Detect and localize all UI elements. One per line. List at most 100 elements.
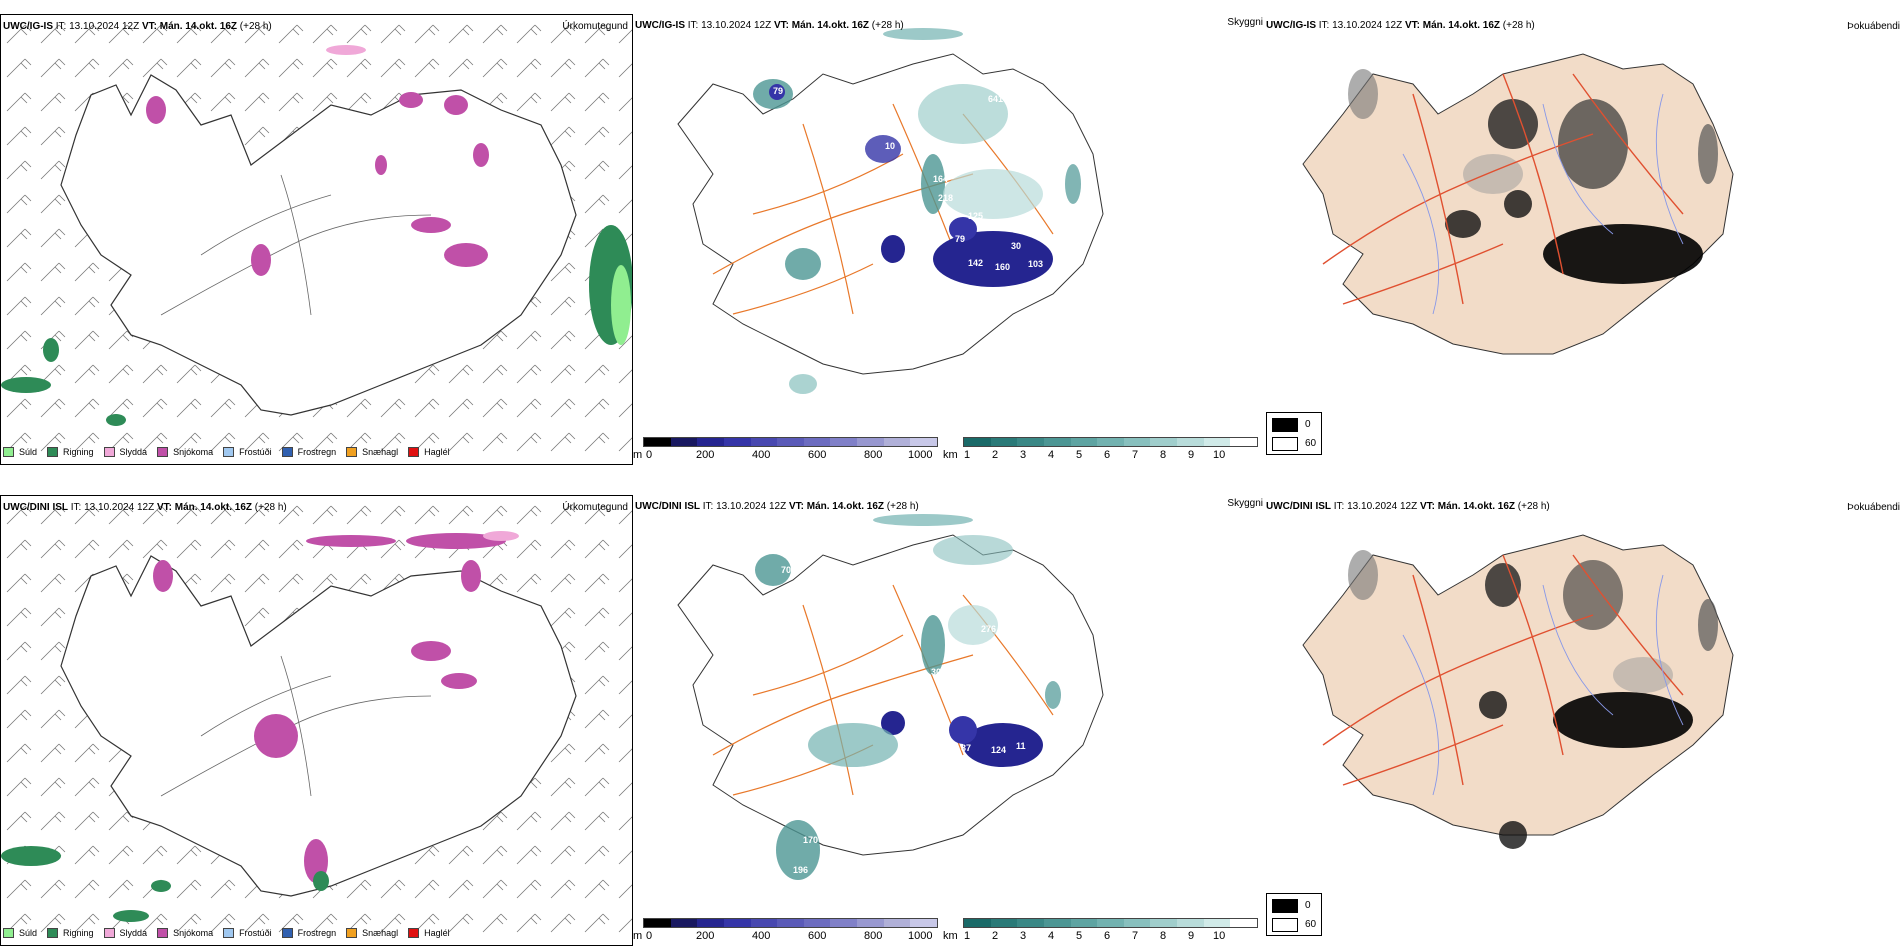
precip-areas [1, 531, 519, 922]
cloud-base-label: 147 [985, 288, 1000, 298]
precip-legend: Súld Rigning Slydda Snjókoma Frostúði Fr… [3, 925, 460, 941]
iceland-outline [677, 53, 1104, 375]
panel-header: UWC/DINI ISL IT: 13.10.2024 12Z VT: Mán.… [635, 501, 919, 512]
precip-type-map [1, 496, 632, 945]
precip-areas [1, 45, 632, 426]
legend-swatch [157, 928, 169, 938]
fog-key-row2: 0 60 [1266, 893, 1322, 936]
legend-item: Snæhagl [346, 928, 398, 938]
fog-key-swatch [1272, 418, 1298, 432]
panel-header: UWC/IG-IS IT: 13.10.2024 12Z VT: Mán. 14… [1266, 20, 1535, 31]
panel-title: Þokuábendi [1847, 21, 1900, 32]
vt-value: Mán. 14.okt. 16Z [159, 21, 237, 32]
legend-swatch [223, 447, 235, 457]
legend-item: Frostúði [223, 447, 272, 457]
legend-swatch [47, 928, 59, 938]
cloud-base-label: 164 [933, 174, 948, 184]
fog-key-swatch [1272, 899, 1298, 913]
iceland-outline [60, 74, 577, 416]
rivers [1402, 574, 1684, 796]
colorbar-strip [963, 437, 1258, 447]
cloud-base-label: 10 [908, 238, 918, 248]
panel-title: Úrkomutegund [562, 21, 628, 32]
cloud-base-label: 641 [988, 94, 1003, 104]
legend-swatch [103, 928, 115, 938]
cloud-base-colorbar: m 0 200 400 600 800 1000 [633, 437, 943, 463]
legend-item: Slydda [103, 447, 147, 457]
colorbar-unit: km [943, 449, 958, 461]
legend-swatch [346, 447, 358, 457]
cloud-base-label: 276 [981, 624, 996, 634]
roads [160, 174, 432, 316]
cloud-base-label: 79 [773, 86, 783, 96]
legend-item: Haglél [408, 447, 450, 457]
legend-swatch [157, 447, 169, 457]
legend-item: Snjókoma [157, 447, 213, 457]
legend-item: Frostúði [223, 928, 272, 938]
cloud-base-label: 10 [885, 141, 895, 151]
panel-header: UWC/DINI ISL IT: 13.10.2024 12Z VT: Mán.… [3, 502, 287, 513]
colorbar-unit: km [943, 930, 958, 942]
legend-item: Rigning [47, 928, 94, 938]
panel-title: Skyggni [1227, 498, 1263, 509]
it-label: IT: [55, 21, 67, 32]
precip-type-map [1, 15, 632, 464]
colorbar-strip [963, 918, 1258, 928]
panel-header: UWC/IG-IS IT: 13.10.2024 12Z VT: Mán. 14… [635, 20, 904, 31]
precip-type-panel-row2: UWC/DINI ISL IT: 13.10.2024 12Z VT: Mán.… [0, 495, 633, 946]
panel-header: UWC/DINI ISL IT: 13.10.2024 12Z VT: Mán.… [1266, 501, 1550, 512]
cloud-base-label: 79 [955, 234, 965, 244]
cloud-base-label: 11 [1016, 741, 1026, 751]
legend-swatch [281, 928, 293, 938]
fog-indicator-map [1302, 534, 1734, 849]
legend-swatch [3, 928, 14, 938]
fog-areas [1348, 69, 1718, 284]
cloud-base-label: 30 [1011, 241, 1021, 251]
colorbar-strip [643, 918, 938, 928]
colorbar-unit: m [633, 930, 643, 942]
it-value: 13.10.2024 12Z [69, 21, 140, 32]
lead-time: (+28 h) [239, 21, 272, 32]
colorbar-strip [643, 437, 938, 447]
panel-title: Úrkomutegund [562, 502, 628, 513]
fog-indicator-panel-row2: UWC/DINI ISL IT: 13.10.2024 12Z VT: Mán.… [1263, 495, 1900, 946]
visibility-colorbar: km 1 2 3 4 5 6 7 8 9 10 [943, 918, 1263, 944]
legend-item: Frostregn [281, 447, 336, 457]
fog-key-swatch [1272, 437, 1298, 451]
legend-swatch [346, 928, 358, 938]
cloud-base-label: 150 [960, 772, 975, 782]
panel-header: UWC/IG-IS IT: 13.10.2024 12Z VT: Mán. 14… [3, 21, 272, 32]
panel-title: Skyggni [1227, 17, 1263, 28]
rivers [1402, 93, 1684, 315]
panel-title: Þokuábendi [1847, 502, 1900, 513]
legend-swatch [3, 447, 14, 457]
fog-key-row1: 0 60 [1266, 412, 1322, 455]
legend-swatch [47, 447, 59, 457]
legend-swatch [223, 928, 235, 938]
roads [1322, 554, 1684, 786]
cloud-base-label: 5 [1071, 141, 1076, 151]
cloud-base-label: 124 [991, 745, 1006, 755]
visibility-panel-row2: 70 10 37 124 11 150 276 170 196 30 UWC/D… [633, 495, 1263, 946]
roads [1322, 73, 1684, 305]
legend-swatch [281, 447, 293, 457]
cloud-areas [753, 28, 1081, 394]
visibility-panel-row1: 79 10 164 218 125 79 30 142 160 103 147 … [633, 14, 1263, 465]
vt-label: VT: [141, 21, 157, 32]
cloud-base-label: 218 [938, 193, 953, 203]
legend-item: Snæhagl [346, 447, 398, 457]
precip-type-panel-row1: UWC/IG-IS IT: 13.10.2024 12Z VT: Mán. 14… [0, 14, 633, 465]
cloud-base-label: 103 [1028, 259, 1043, 269]
cloud-base-colorbar: m 0 200 400 600 800 1000 [633, 918, 943, 944]
legend-item: Frostregn [281, 928, 336, 938]
legend-item: Slydda [103, 928, 147, 938]
cloud-base-label: 170 [803, 835, 818, 845]
iceland-outline [677, 534, 1104, 856]
fog-areas [1348, 550, 1718, 849]
cloud-base-label: 70 [781, 565, 791, 575]
legend-swatch [103, 447, 115, 457]
visibility-colorbar: km 1 2 3 4 5 6 7 8 9 10 [943, 437, 1263, 463]
cloud-base-label: 30 [931, 667, 941, 677]
cloud-base-label: 196 [793, 865, 808, 875]
cloud-base-labels: 79 10 164 218 125 79 30 142 160 103 147 … [773, 86, 1076, 298]
